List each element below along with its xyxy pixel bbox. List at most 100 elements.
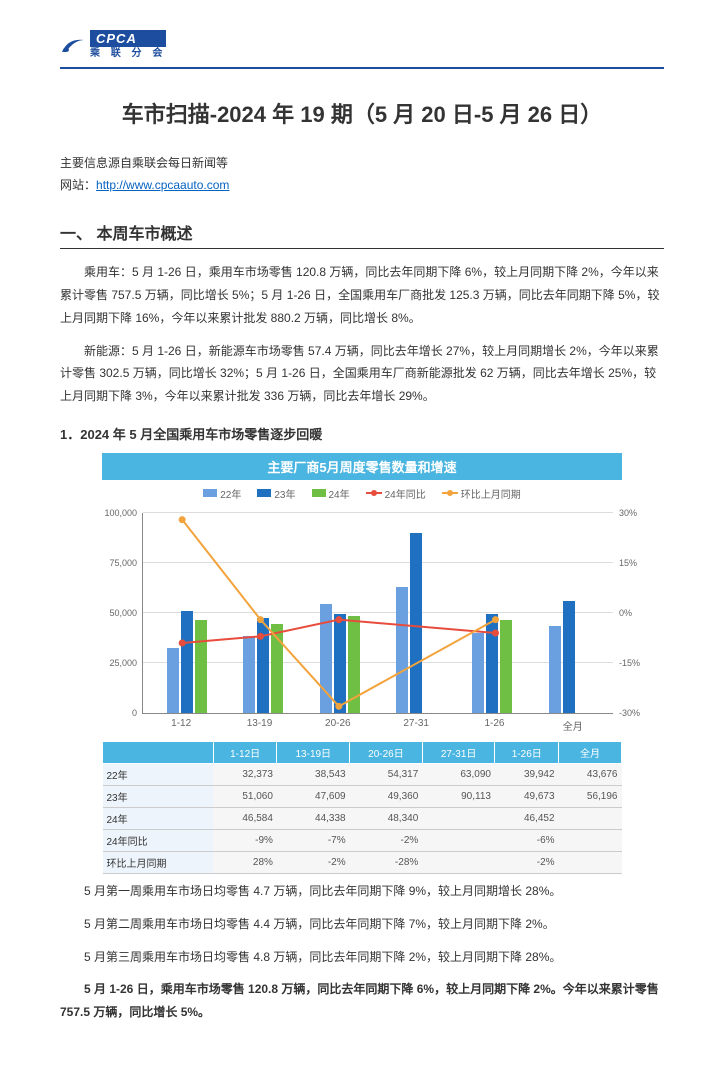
cpca-logo: CPCA 乘 联 分 会 bbox=[60, 30, 166, 59]
chart-title: 主要厂商5月周度零售数量和增速 bbox=[102, 453, 622, 480]
x-tick-label: 全月 bbox=[540, 718, 606, 733]
source-prefix: 网站： bbox=[60, 178, 96, 192]
table-cell: -9% bbox=[213, 829, 277, 851]
table-cell: 28% bbox=[213, 851, 277, 873]
bar-group bbox=[308, 604, 372, 713]
bar bbox=[472, 633, 484, 713]
table-cell: 63,090 bbox=[422, 763, 495, 785]
logo-main-text: CPCA bbox=[90, 30, 166, 47]
x-tick-label: 27-31 bbox=[383, 718, 449, 733]
logo-sub-text: 乘 联 分 会 bbox=[90, 49, 166, 59]
x-tick-label: 1-12 bbox=[148, 718, 214, 733]
table-cell: -2% bbox=[277, 851, 350, 873]
paragraph-passenger-car: 乘用车：5 月 1-26 日，乘用车市场零售 120.8 万辆，同比去年同期下降… bbox=[60, 261, 664, 329]
table-header-cell bbox=[103, 741, 214, 763]
table-cell: -2% bbox=[350, 829, 423, 851]
source-line1: 主要信息源自乘联会每日新闻等 bbox=[60, 153, 664, 175]
bar bbox=[195, 620, 207, 713]
paragraph-week3: 5 月第三周乘用车市场日均零售 4.8 万辆，同比去年同期下降 2%，较上月同期… bbox=[60, 946, 664, 969]
table-cell: 32,373 bbox=[213, 763, 277, 785]
table-cell bbox=[422, 829, 495, 851]
bar bbox=[167, 648, 179, 713]
table-cell: 49,360 bbox=[350, 785, 423, 807]
paragraph-week2: 5 月第二周乘用车市场日均零售 4.4 万辆，同比去年同期下降 7%，较上月同期… bbox=[60, 913, 664, 936]
table-cell: 46,452 bbox=[495, 807, 559, 829]
source-line2: 网站：http://www.cpcaauto.com bbox=[60, 175, 664, 197]
x-tick-label: 20-26 bbox=[305, 718, 371, 733]
table-cell: 24年同比 bbox=[103, 829, 214, 851]
weekly-retail-table: 1-12日13-19日20-26日27-31日1-26日全月 22年32,373… bbox=[102, 741, 622, 874]
bar bbox=[334, 614, 346, 713]
table-header-cell: 27-31日 bbox=[422, 741, 495, 763]
bar-group bbox=[155, 611, 219, 713]
source-block: 主要信息源自乘联会每日新闻等 网站：http://www.cpcaauto.co… bbox=[60, 153, 664, 196]
x-axis-labels: 1-12 13-19 20-26 27-31 1-26 全月 bbox=[142, 714, 612, 733]
chart-legend: 22年 23年 24年 24年同比 环比上月同期 bbox=[102, 480, 622, 503]
table-cell: 46,584 bbox=[213, 807, 277, 829]
y-axis-left: 025,00050,00075,000100,000 bbox=[103, 513, 139, 713]
table-cell: 39,942 bbox=[495, 763, 559, 785]
table-header-cell: 全月 bbox=[559, 741, 622, 763]
table-cell: 54,317 bbox=[350, 763, 423, 785]
paragraph-week1: 5 月第一周乘用车市场日均零售 4.7 万辆，同比去年同期下降 9%，较上月同期… bbox=[60, 880, 664, 903]
table-row: 环比上月同期28%-2%-28%-2% bbox=[103, 851, 622, 873]
legend-item: 22年 bbox=[203, 486, 241, 501]
table-cell: 22年 bbox=[103, 763, 214, 785]
bar bbox=[320, 604, 332, 713]
paragraph-summary: 5 月 1-26 日，乘用车市场零售 120.8 万辆，同比去年同期下降 6%，… bbox=[60, 978, 664, 1024]
table-cell: 24年 bbox=[103, 807, 214, 829]
table-cell: 38,543 bbox=[277, 763, 350, 785]
table-cell: -2% bbox=[495, 851, 559, 873]
table-cell bbox=[559, 807, 622, 829]
bar bbox=[396, 587, 408, 713]
bar-group bbox=[231, 618, 295, 713]
table-cell: 43,676 bbox=[559, 763, 622, 785]
bar bbox=[271, 624, 283, 713]
table-cell bbox=[422, 851, 495, 873]
table-row: 24年同比-9%-7%-2% -6% bbox=[103, 829, 622, 851]
weekly-retail-chart: 主要厂商5月周度零售数量和增速 22年 23年 24年 24年同比 环比上月同期 025… bbox=[102, 453, 622, 733]
chart-plot-area: 025,00050,00075,000100,000 -30%-15%0%15%… bbox=[142, 513, 613, 714]
table-cell: -6% bbox=[495, 829, 559, 851]
bar bbox=[486, 614, 498, 713]
table-header-cell: 20-26日 bbox=[350, 741, 423, 763]
table-header-cell: 13-19日 bbox=[277, 741, 350, 763]
logo-swoosh-icon bbox=[60, 34, 86, 56]
page-header: CPCA 乘 联 分 会 bbox=[60, 30, 664, 69]
legend-item: 环比上月同期 bbox=[442, 486, 521, 501]
table-cell bbox=[559, 851, 622, 873]
table-cell: -7% bbox=[277, 829, 350, 851]
legend-item: 24年 bbox=[312, 486, 350, 501]
table-cell: 56,196 bbox=[559, 785, 622, 807]
table-row: 23年51,06047,60949,36090,11349,67356,196 bbox=[103, 785, 622, 807]
x-tick-label: 1-26 bbox=[462, 718, 528, 733]
bar bbox=[500, 620, 512, 713]
table-cell: 47,609 bbox=[277, 785, 350, 807]
bar bbox=[549, 626, 561, 713]
bar bbox=[348, 616, 360, 713]
bar bbox=[563, 601, 575, 713]
bar bbox=[181, 611, 193, 713]
table-cell: 48,340 bbox=[350, 807, 423, 829]
bar-group bbox=[460, 614, 524, 713]
subsection-1-heading: 1．2024 年 5 月全国乘用车市场零售逐步回暖 bbox=[60, 424, 664, 443]
table-row: 24年46,58444,33848,34046,452 bbox=[103, 807, 622, 829]
paragraph-new-energy: 新能源：5 月 1-26 日，新能源车市场零售 57.4 万辆，同比去年增长 2… bbox=[60, 340, 664, 408]
table-cell: 环比上月同期 bbox=[103, 851, 214, 873]
section-1-heading: 一、 本周车市概述 bbox=[60, 220, 664, 249]
table-cell bbox=[422, 807, 495, 829]
table-cell bbox=[559, 829, 622, 851]
table-cell: 90,113 bbox=[422, 785, 495, 807]
bar bbox=[243, 636, 255, 713]
bar-group bbox=[384, 533, 448, 713]
document-title: 车市扫描-2024 年 19 期（5 月 20 日-5 月 26 日） bbox=[60, 97, 664, 129]
legend-item: 23年 bbox=[257, 486, 295, 501]
source-link[interactable]: http://www.cpcaauto.com bbox=[96, 178, 229, 192]
table-cell: 51,060 bbox=[213, 785, 277, 807]
bar bbox=[257, 618, 269, 713]
x-tick-label: 13-19 bbox=[227, 718, 293, 733]
legend-item: 24年同比 bbox=[366, 486, 426, 501]
y-axis-right: -30%-15%0%15%30% bbox=[617, 513, 649, 713]
table-cell: -28% bbox=[350, 851, 423, 873]
table-row: 22年32,37338,54354,31763,09039,94243,676 bbox=[103, 763, 622, 785]
